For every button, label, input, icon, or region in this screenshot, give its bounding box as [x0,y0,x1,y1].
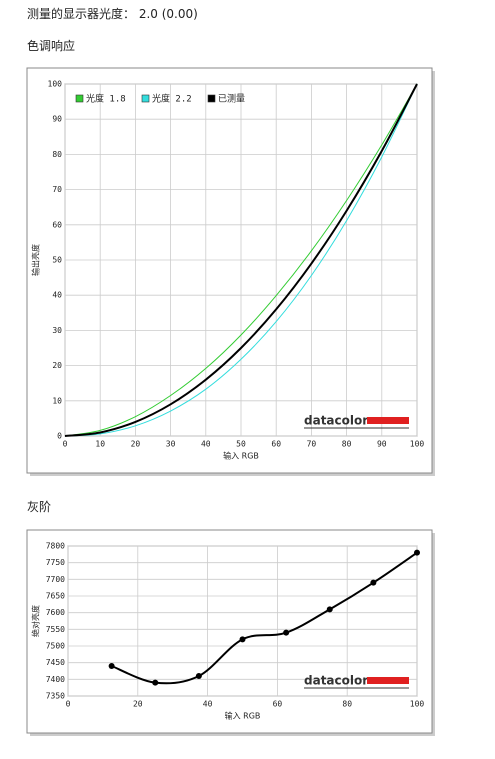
y-tick-label: 30 [52,326,62,335]
y-tick-label: 70 [52,185,62,194]
plot-area [67,545,418,697]
y-tick-label: 90 [52,115,62,124]
y-tick-label: 7450 [46,658,65,667]
x-tick-label: 20 [133,700,143,709]
x-tick-label: 60 [271,440,281,449]
x-axis-label: 输入 RGB [225,711,261,721]
x-tick-label: 20 [131,440,141,449]
y-tick-label: 80 [52,150,62,159]
legend-label: 光度 2.2 [152,93,192,105]
point [414,549,420,556]
y-tick-label: 0 [57,432,62,441]
line [64,83,418,437]
x-tick-label: 60 [273,700,283,709]
y-tick-label: 7550 [46,625,65,634]
point [195,673,202,679]
point [239,636,246,643]
legend-label: 已测量 [218,94,245,105]
legend-swatch [141,94,150,103]
y-tick-label: 7600 [46,608,65,617]
watermark-bar [367,417,409,424]
x-tick-label: 70 [307,440,317,449]
section-title: 灰阶 [27,500,52,514]
point [283,629,290,636]
y-tick-label: 7700 [46,575,65,584]
y-tick-label: 10 [52,396,62,405]
watermark: datacolor [304,674,368,688]
watermark: datacolor [304,414,368,428]
x-tick-label: 50 [236,440,246,449]
x-tick-label: 100 [410,440,425,449]
y-tick-label: 40 [52,291,62,300]
y-tick-label: 7400 [46,675,65,684]
x-tick-label: 90 [377,440,387,449]
y-tick-label: 7350 [46,692,65,701]
legend-swatch [75,94,84,103]
line [64,83,418,437]
watermark-bar [367,677,409,684]
point [326,606,333,613]
point [370,579,377,586]
section-title: 色调响应 [27,39,76,53]
point [152,679,159,686]
x-tick-label: 80 [342,440,352,449]
x-tick-label: 10 [95,440,105,449]
x-tick-label: 80 [342,700,352,709]
y-axis-label: 绝对亮度 [31,605,41,637]
y-tick-label: 50 [52,256,62,265]
y-tick-label: 7500 [46,642,65,651]
y-tick-label: 7800 [46,542,65,551]
y-tick-label: 7750 [46,558,65,567]
header-title: 测量的显示器光度： 2.0 (0.00) [27,7,198,21]
x-tick-label: 30 [166,440,176,449]
y-tick-label: 60 [52,220,62,229]
legend-label: 光度 1.8 [86,93,126,105]
x-tick-label: 100 [410,700,425,709]
x-tick-label: 40 [201,440,211,449]
y-tick-label: 20 [52,361,62,370]
point [108,663,115,669]
legend-swatch [207,94,216,103]
line [64,83,418,437]
x-tick-label: 0 [66,700,71,709]
x-tick-label: 40 [203,700,213,709]
y-tick-label: 7650 [46,592,65,601]
y-tick-label: 100 [48,80,63,89]
y-axis-label: 输出亮度 [31,244,41,276]
x-tick-label: 0 [63,440,68,449]
line [111,551,418,685]
x-axis-label: 输入 RGB [223,451,259,461]
